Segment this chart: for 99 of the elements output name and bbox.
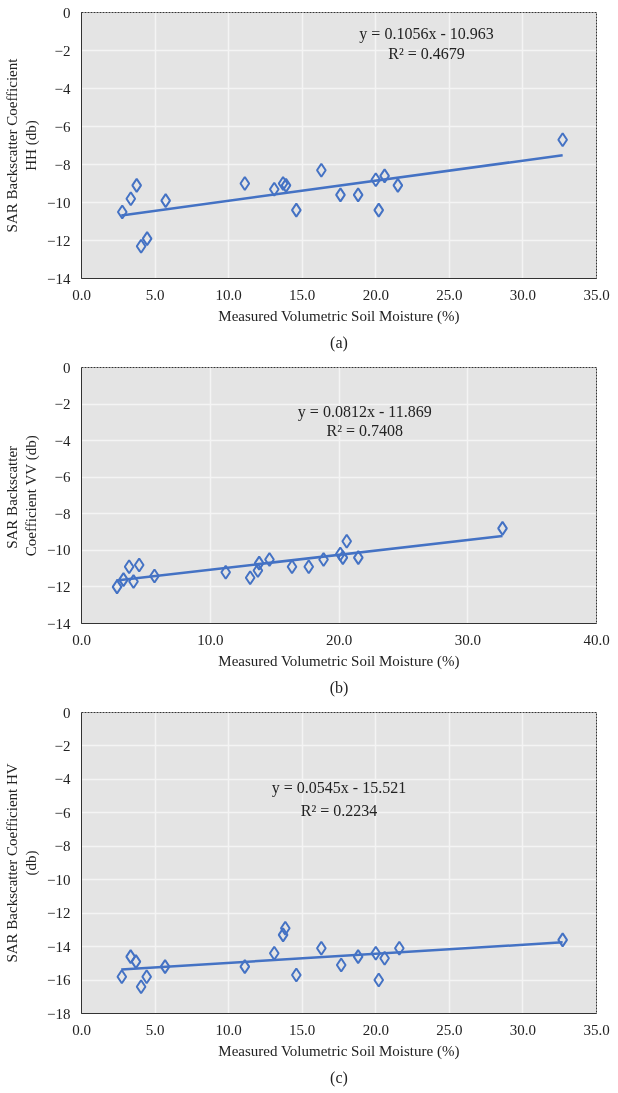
point xyxy=(159,959,171,975)
y-tick-label: −12 xyxy=(47,232,71,249)
point xyxy=(268,945,280,961)
annotation: R² = 0.7408 xyxy=(326,421,403,439)
y-tick-label: −12 xyxy=(47,905,71,922)
point xyxy=(335,957,347,973)
point xyxy=(264,552,275,567)
x-tick-label: 0.0 xyxy=(72,286,91,303)
y-tick-label: 0 xyxy=(63,359,71,376)
x-tick-label: 10.0 xyxy=(215,1021,242,1038)
y-tick-label: −4 xyxy=(54,771,71,788)
point xyxy=(334,546,346,562)
y-tick-label: −10 xyxy=(47,194,71,211)
y-tick-label: −2 xyxy=(54,737,71,754)
y-tick-label: −10 xyxy=(47,542,71,559)
point xyxy=(352,949,364,965)
point xyxy=(279,920,291,936)
point xyxy=(277,927,289,943)
x-tick-label: 5.0 xyxy=(145,1021,165,1038)
y-tick-label: −18 xyxy=(47,1005,71,1022)
y-tick-label: −14 xyxy=(47,270,71,287)
point xyxy=(133,557,145,573)
point xyxy=(352,187,364,203)
y-tick-label: −2 xyxy=(54,396,71,413)
x-tick-label: 40.0 xyxy=(583,631,610,648)
point xyxy=(130,954,142,970)
annotation: y = 0.0545x - 15.521 xyxy=(271,779,407,798)
x-tick-label: 25.0 xyxy=(436,1021,463,1038)
x-tick-label: 5.0 xyxy=(145,286,165,303)
y-tick-label: −14 xyxy=(47,938,71,955)
y-axis-title: SAR Backscatter Coefficient VV (db) xyxy=(3,435,41,557)
point xyxy=(337,550,349,566)
point xyxy=(239,959,251,975)
y-tick-label: −4 xyxy=(54,432,71,449)
annotation: R² = 0.4679 xyxy=(388,45,465,63)
annotation: y = 0.0812x - 11.869 xyxy=(297,402,432,421)
y-tick-label: −16 xyxy=(47,972,71,989)
y-tick-label: 0 xyxy=(63,4,71,21)
y-tick-label: −4 xyxy=(54,80,71,97)
point xyxy=(392,177,404,193)
point xyxy=(135,238,147,254)
point xyxy=(239,176,251,191)
y-axis-title: SAR Backscatter Coefficient HV (db) xyxy=(3,763,41,963)
point xyxy=(244,570,256,586)
x-axis-title: Measured Volumetric Soil Moisture (%) xyxy=(218,1042,460,1060)
point xyxy=(318,552,329,567)
x-tick-label: 0.0 xyxy=(72,1021,91,1038)
x-tick-label: 35.0 xyxy=(583,286,610,303)
point xyxy=(370,172,382,188)
x-tick-label: 0.0 xyxy=(72,631,91,648)
annotation: y = 0.1056x - 10.963 xyxy=(359,25,494,44)
point xyxy=(141,969,153,985)
x-tick-label: 15.0 xyxy=(289,1021,316,1038)
y-tick-label: −8 xyxy=(54,156,71,173)
x-tick-label: 25.0 xyxy=(436,286,463,303)
point xyxy=(373,202,385,218)
x-tick-label: 20.0 xyxy=(362,1021,389,1038)
text: (c) xyxy=(330,1068,348,1087)
point xyxy=(135,979,147,995)
annotation: R² = 0.2234 xyxy=(300,801,378,819)
point xyxy=(141,231,153,247)
point xyxy=(116,969,128,985)
x-tick-label: 30.0 xyxy=(509,1021,537,1038)
y-tick-label: 0 xyxy=(63,704,71,721)
text: (b) xyxy=(329,678,349,697)
x-tick-label: 20.0 xyxy=(362,286,389,303)
point xyxy=(116,204,128,220)
point xyxy=(111,579,123,595)
x-tick-label: 10.0 xyxy=(197,631,224,648)
y-tick-label: −6 xyxy=(54,118,71,135)
y-tick-label: −8 xyxy=(54,838,71,855)
x-tick-label: 30.0 xyxy=(454,631,481,648)
y-tick-label: −6 xyxy=(54,804,71,821)
point xyxy=(131,177,143,193)
point xyxy=(253,555,265,571)
point xyxy=(341,533,353,549)
y-tick-label: −6 xyxy=(54,469,71,486)
y-tick-label: −14 xyxy=(47,615,71,632)
x-tick-label: 10.0 xyxy=(215,286,242,303)
point xyxy=(123,559,135,575)
y-tick-label: −2 xyxy=(54,42,71,59)
point xyxy=(286,559,298,575)
x-tick-label: 35.0 xyxy=(583,1021,610,1038)
point xyxy=(125,191,137,207)
y-axis-title: SAR Backscatter Coefficient HH (db) xyxy=(3,57,41,233)
y-tick-label: −10 xyxy=(47,871,71,888)
x-tick-label: 30.0 xyxy=(509,286,537,303)
x-tick-label: 20.0 xyxy=(325,631,353,648)
y-tick-label: −8 xyxy=(54,505,71,522)
x-tick-label: 15.0 xyxy=(289,286,316,303)
point xyxy=(268,181,280,197)
point xyxy=(303,559,315,575)
x-axis-title: Measured Volumetric Soil Moisture (%) xyxy=(218,307,460,325)
point xyxy=(370,945,382,961)
x-axis-title: Measured Volumetric Soil Moisture (%) xyxy=(218,652,460,670)
point xyxy=(373,972,385,988)
text: (a) xyxy=(330,333,348,352)
point xyxy=(220,564,232,580)
y-tick-label: −12 xyxy=(47,578,71,595)
